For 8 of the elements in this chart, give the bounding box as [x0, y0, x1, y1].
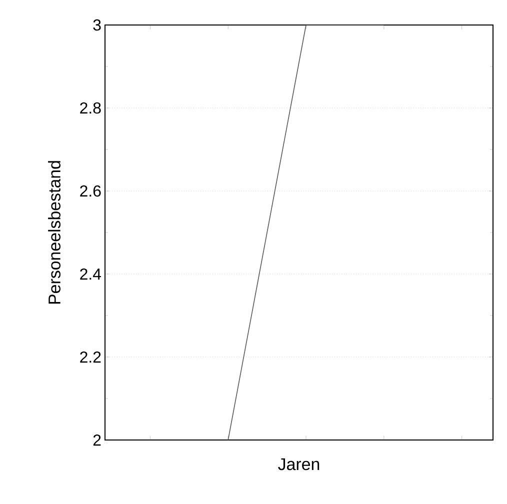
y-tick-label: 3 — [93, 19, 101, 31]
y-axis-title: Personeelsbestand — [48, 161, 60, 304]
y-tick-label: 2.8 — [80, 102, 101, 114]
y-tick-label: 2.2 — [80, 351, 101, 363]
y-tick-label: 2 — [93, 434, 101, 446]
x-axis-title: Jaren — [278, 458, 320, 470]
y-tick-label: 2.6 — [80, 185, 101, 197]
y-tick-label: 2.4 — [80, 268, 102, 280]
